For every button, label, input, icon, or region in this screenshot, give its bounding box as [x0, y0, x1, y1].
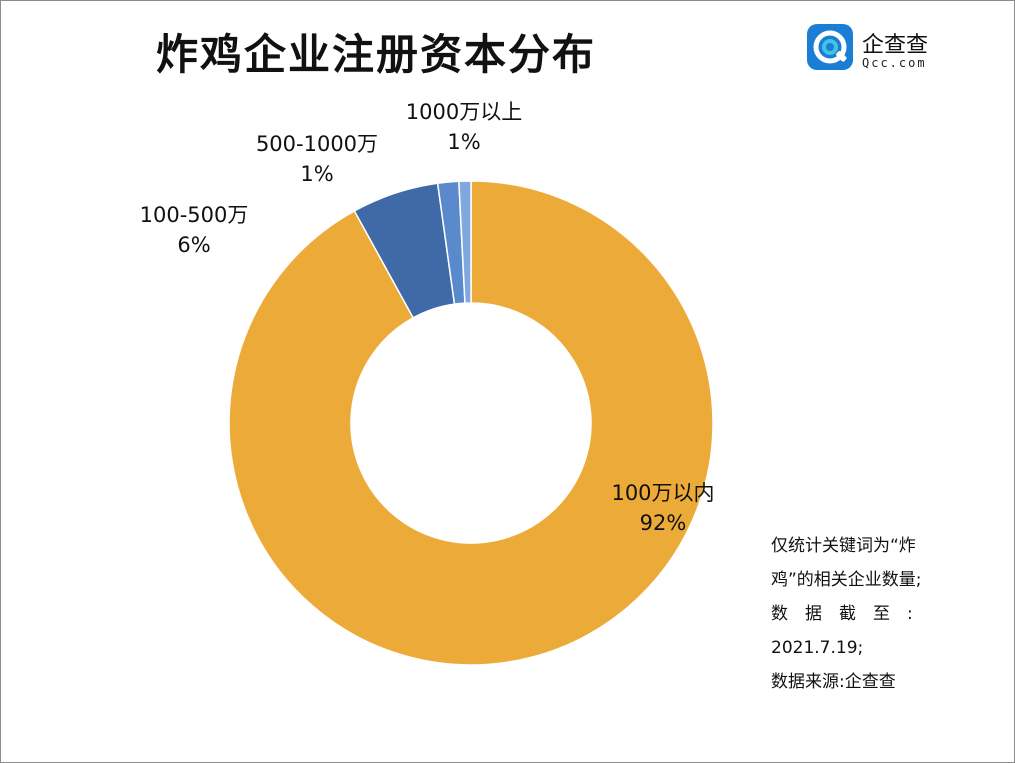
- qcc-logo-text: 企查查: [862, 33, 929, 58]
- slice-label: 500-1000万: [256, 132, 378, 156]
- footnote-line: 仅统计关键词为“炸: [771, 536, 916, 556]
- footnote-line: 数据截至:: [771, 604, 930, 624]
- footnote-line: 数据来源:企查查: [771, 672, 896, 692]
- donut-slice: [228, 180, 714, 666]
- footnote-line: 2021.7.19;: [771, 638, 864, 658]
- slice-percent-label: 1%: [300, 162, 333, 186]
- qcc-logo-icon: [807, 24, 853, 70]
- slice-percent-label: 92%: [640, 511, 687, 535]
- footnote-line: 鸡”的相关企业数量;: [771, 570, 922, 590]
- slice-label: 100万以内: [611, 481, 714, 505]
- qcc-logo: 企查查 Qcc.com: [806, 23, 946, 75]
- slice-label: 1000万以上: [406, 100, 522, 124]
- slice-percent-label: 6%: [177, 233, 210, 257]
- qcc-logo-subtext: Qcc.com: [862, 56, 927, 70]
- footnote: 仅统计关键词为“炸 鸡”的相关企业数量; 数据截至: 2021.7.19; 数据…: [771, 529, 971, 699]
- slice-percent-label: 1%: [447, 130, 480, 154]
- chart-title: 炸鸡企业注册资本分布: [155, 30, 596, 79]
- donut-slice: [458, 180, 472, 304]
- slice-label: 100-500万: [140, 203, 249, 227]
